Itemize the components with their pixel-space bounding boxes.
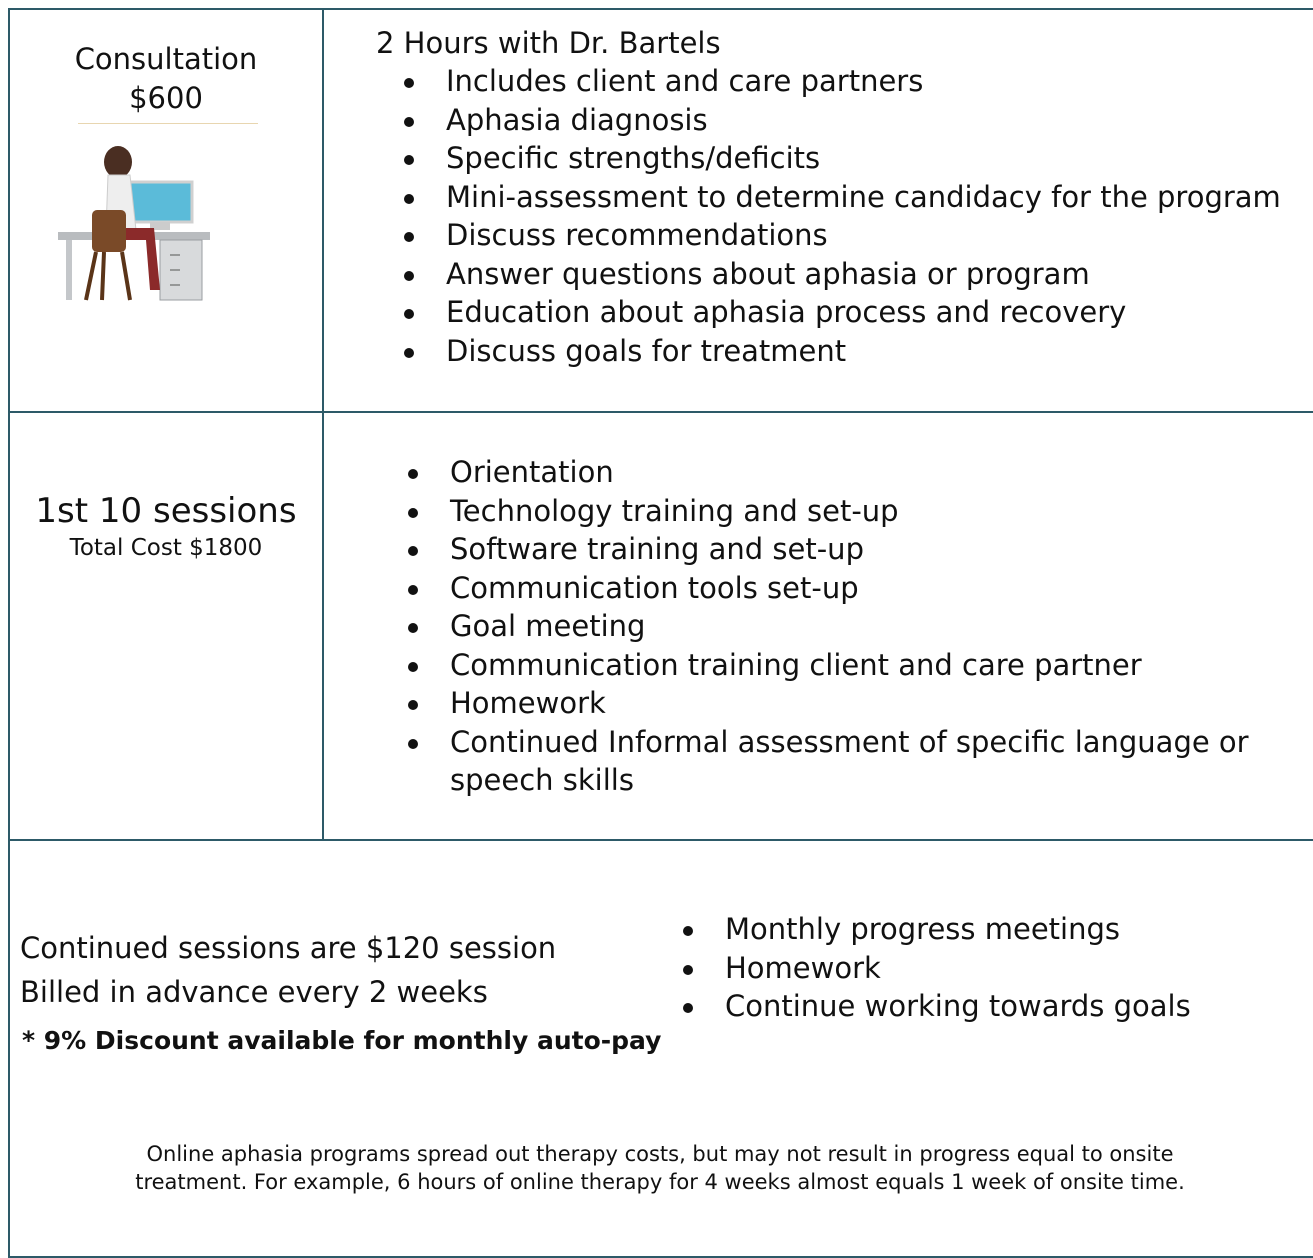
bullet-list: Orientation Technology training and set-u… — [380, 453, 1280, 800]
list-item: Continued Informal assessment of specifi… — [380, 723, 1280, 800]
footnote: Online aphasia programs spread out thera… — [20, 1140, 1300, 1196]
list-item: Software training and set-up — [380, 530, 1280, 569]
list-item: Mini-assessment to determine candidacy f… — [376, 178, 1313, 217]
discount-note: * 9% Discount available for monthly auto… — [22, 1026, 662, 1055]
list-item: Education about aphasia process and reco… — [376, 293, 1313, 332]
row-divider — [8, 411, 1313, 413]
desk-illustration — [58, 146, 210, 301]
heading: 2 Hours with Dr. Bartels — [376, 26, 721, 60]
list-item: Discuss goals for treatment — [376, 332, 1313, 371]
line: Billed in advance every 2 weeks — [20, 975, 488, 1009]
title: 1st 10 sessions — [35, 491, 297, 531]
list-item: Monthly progress meetings — [655, 910, 1305, 949]
separator — [78, 123, 258, 124]
list-item: Communication training client and care p… — [380, 646, 1280, 685]
bullet-list: Includes client and care partners Aphasia… — [376, 62, 1313, 370]
list-item: Aphasia diagnosis — [376, 101, 1313, 140]
bullet-list: Monthly progress meetings Homework Continu… — [655, 910, 1305, 1026]
list-item: Includes client and care partners — [376, 62, 1313, 101]
list-item: Discuss recommendations — [376, 216, 1313, 255]
list-item: Technology training and set-up — [380, 492, 1280, 531]
list-item: Homework — [380, 684, 1280, 723]
price: $600 — [129, 81, 203, 115]
price: Total Cost $1800 — [69, 535, 263, 561]
line: Continued sessions are $120 session — [20, 931, 557, 965]
list-item: Continue working towards goals — [655, 987, 1305, 1026]
column-divider — [322, 8, 324, 840]
footnote-line: Online aphasia programs spread out thera… — [146, 1142, 1174, 1166]
list-item: Answer questions about aphasia or progra… — [376, 255, 1313, 294]
list-item: Orientation — [380, 453, 1280, 492]
list-item: Homework — [655, 949, 1305, 988]
continued-text: Continued sessions are $120 session Bill… — [20, 926, 556, 1014]
list-item: Goal meeting — [380, 607, 1280, 646]
list-item: Specific strengths/deficits — [376, 139, 1313, 178]
sessions-label: 1st 10 sessions Total Cost $1800 — [10, 490, 322, 564]
footnote-line: treatment. For example, 6 hours of onlin… — [135, 1170, 1185, 1194]
list-item: Communication tools set-up — [380, 569, 1280, 608]
title: Consultation — [74, 42, 258, 76]
row-divider — [8, 839, 1313, 841]
consultation-label: Consultation $600 — [10, 40, 322, 118]
